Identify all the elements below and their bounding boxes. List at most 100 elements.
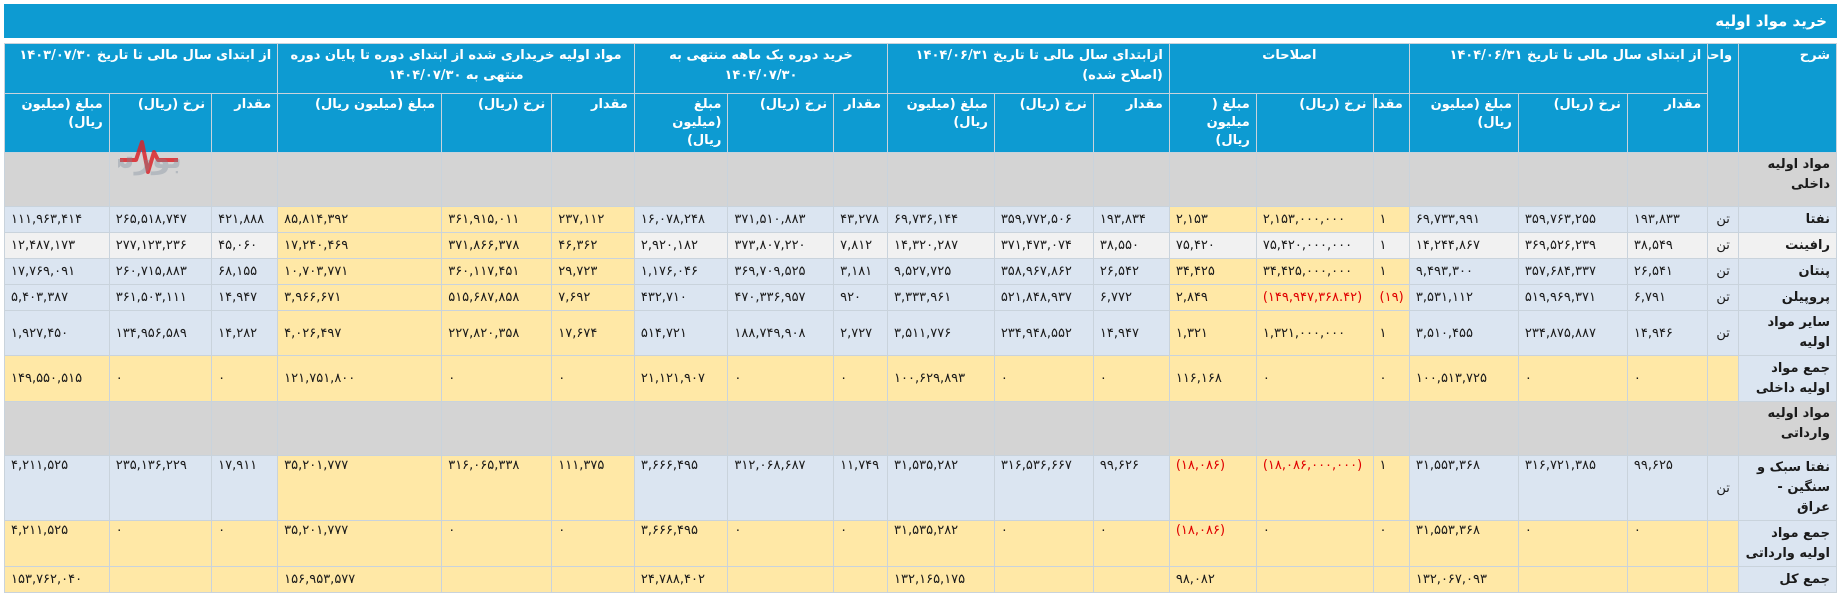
table-cell: ۲۳۴,۸۷۵,۸۸۷ [1517,310,1628,356]
table-cell: ۶۹,۷۳۳,۹۹۱ [1408,206,1519,233]
subheader-nerkh: نرخ (ریال) [1517,93,1628,153]
table-cell: ۳,۵۱۱,۷۷۶ [887,310,995,356]
table-cell: ۱۳۴,۹۵۶,۵۸۹ [108,310,213,356]
empty-cell [1517,401,1628,456]
subheader-mablagh: مبلغ (میلیون ریال) [633,93,729,153]
table-cell: ۱ [1372,310,1410,356]
table-cell: ۰ [1626,355,1709,402]
table-cell: ۱۴,۹۴۷ [211,284,279,311]
empty-cell [1707,401,1740,456]
table-cell: ۲۱,۱۲۱,۹۰۷ [633,355,729,402]
table-cell: ۳۴,۴۲۵ [1168,258,1257,285]
table-cell: ۱۷,۹۱۱ [211,455,279,521]
table-cell: ۱۹۳,۸۳۳ [1626,206,1709,233]
table-cell: ۶,۷۹۱ [1626,284,1709,311]
table-cell: ۹۸,۰۸۲ [1168,566,1257,593]
table-cell: ۱۵۳,۷۶۲,۰۴۰ [4,566,110,593]
row-unit: تن [1707,232,1740,259]
table-cell: ۲۳۵,۱۳۶,۲۲۹ [108,455,213,521]
table-cell: ۱,۹۲۷,۴۵۰ [4,310,110,356]
table-cell: ۰ [1372,520,1410,567]
table-cell: ۲۷۷,۱۲۳,۲۳۶ [108,232,213,259]
table-cell: (۱۸,۰۸۶,۰۰۰,۰۰۰) [1255,455,1374,521]
table-cell: ۲۴,۷۸۸,۴۰۲ [633,566,729,593]
empty-cell [1408,401,1519,456]
subheader-mablagh: مبلغ (میلیون ریال) [887,93,995,153]
table-cell: ۱۴۹,۵۵۰,۵۱۵ [4,355,110,402]
subheader-miqdar: مقدار [1626,93,1709,153]
table-cell: ۰ [108,520,213,567]
row-label: نفتا سبک و سنگین - عراق [1738,455,1837,521]
table-cell: ۱۴,۹۴۶ [1626,310,1709,356]
empty-cell [727,401,835,456]
subheader-mablagh_adj: مبلغ ( میلیون ریال) [1168,93,1257,153]
table-cell: ۰ [833,355,889,402]
empty-cell [633,152,729,207]
table-cell: ۰ [1092,520,1170,567]
empty-cell [833,152,889,207]
empty-cell [4,152,110,207]
table-cell: ۴۳,۲۷۸ [833,206,889,233]
empty-cell [633,401,729,456]
table-cell: ۳۱۶,۵۳۶,۶۶۷ [993,455,1094,521]
table-cell [1517,566,1628,593]
table-cell [1092,566,1170,593]
header-group-ytd-adjusted: ازابتدای سال مالی تا تاریخ ۱۴۰۴/۰۶/۳۱ (ا… [887,43,1170,94]
table-cell [1372,566,1410,593]
table-cell: ۳,۹۶۶,۶۷۱ [277,284,443,311]
table-cell: ۳۷۱,۵۱۰,۸۸۳ [727,206,835,233]
table-cell: ۲,۹۲۰,۱۸۲ [633,232,729,259]
table-cell: ۲,۱۵۳ [1168,206,1257,233]
table-cell [108,566,213,593]
table-cell: ۴,۰۲۶,۴۹۷ [277,310,443,356]
table-cell: ۰ [1092,355,1170,402]
table-cell: ۳۱۶,۷۲۱,۳۸۵ [1517,455,1628,521]
table-cell [1255,566,1374,593]
table-cell: ۱۷,۷۶۹,۰۹۱ [4,258,110,285]
table-cell: ۰ [727,355,835,402]
empty-cell [1092,401,1170,456]
subheader-nerkh: نرخ (ریال) [108,93,213,153]
table-cell: ۱۹۳,۸۳۴ [1092,206,1170,233]
table-cell: ۵۱۵,۶۸۷,۸۵۸ [441,284,553,311]
table-cell: ۲,۸۴۹ [1168,284,1257,311]
table-cell: ۳۱,۵۳۵,۲۸۲ [887,455,995,521]
table-cell: ۱۰۰,۶۲۹,۸۹۳ [887,355,995,402]
table-cell: ۱۱۱,۹۶۳,۴۱۴ [4,206,110,233]
table-cell: ۳,۵۱۰,۴۵۵ [1408,310,1519,356]
table-cell: ۰ [1255,355,1374,402]
table-cell: ۰ [1517,520,1628,567]
table-cell: ۷۵,۴۲۰ [1168,232,1257,259]
header-group-adjustments: اصلاحات [1168,43,1410,94]
table-cell: ۱۴,۳۲۰,۲۸۷ [887,232,995,259]
table-cell: ۴۲۱,۸۸۸ [211,206,279,233]
table-cell: ۴۷۰,۳۳۶,۹۵۷ [727,284,835,311]
row-label: سایر مواد اولیه [1738,310,1837,356]
table-row: رافینت تن ۳۸,۵۴۹ ۳۶۹,۵۲۶,۲۳۹ ۱۴,۲۴۴,۸۶۷ ۱ ۷۵,۴… [4,232,1837,259]
empty-cell [108,152,213,207]
row-label: رافینت [1738,232,1837,259]
table-cell: ۱,۳۲۱,۰۰۰,۰۰۰ [1255,310,1374,356]
table-cell: ۲,۱۵۳,۰۰۰,۰۰۰ [1255,206,1374,233]
table-cell: ۲۲۷,۸۲۰,۳۵۸ [441,310,553,356]
subheader-mablagh: مبلغ (میلیون ریال) [277,93,443,153]
table-row: نفتا تن ۱۹۳,۸۳۳ ۳۵۹,۷۶۳,۲۵۵ ۶۹,۷۳۳,۹۹۱ ۱ ۲,۱۵۳… [4,206,1837,233]
empty-cell [211,401,279,456]
table-cell: ۳,۳۳۳,۹۶۱ [887,284,995,311]
table-cell: ۲۶,۵۴۲ [1092,258,1170,285]
table-cell: ۳۱,۵۵۳,۳۶۸ [1408,455,1519,521]
table-cell: ۶,۷۷۲ [1092,284,1170,311]
table-cell: ۶۹,۷۳۶,۱۴۴ [887,206,995,233]
table-cell: ۳۶۹,۷۰۹,۵۲۵ [727,258,835,285]
table-cell: ۰ [1372,355,1410,402]
table-cell: ۱۰۰,۵۱۳,۷۲۵ [1408,355,1519,402]
empty-cell [1517,152,1628,207]
total-row: جمع کل ۱۳۲,۰۶۷,۰۹۳ ۹۸,۰۸۲ ۱۳۲,۱۶۵,۱۷۵ ۲۴,۷۸۸… [4,566,1837,593]
table-cell: (۱۹) [1372,284,1410,311]
table-cell: ۳,۵۳۱,۱۱۲ [1408,284,1519,311]
table-cell: ۳۵۸,۹۶۷,۸۶۲ [993,258,1094,285]
table-cell: ۳۵۹,۷۷۲,۵۰۶ [993,206,1094,233]
table-cell [551,566,635,593]
row-unit: تن [1707,284,1740,311]
